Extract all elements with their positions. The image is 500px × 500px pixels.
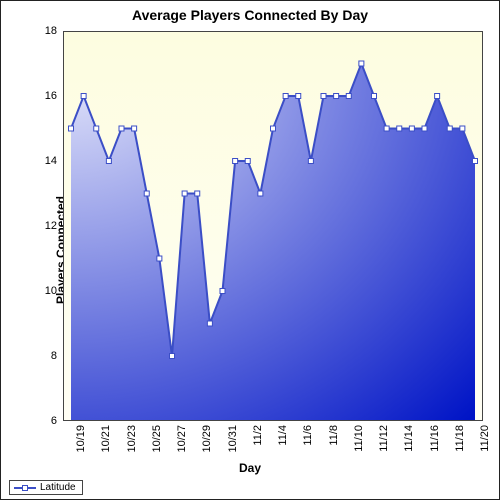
x-tick-label: 10/29	[201, 425, 213, 453]
y-tick-label: 12	[45, 220, 57, 232]
x-tick-label: 11/4	[277, 425, 289, 446]
x-tick-label: 11/8	[328, 425, 340, 446]
x-tick-label: 11/12	[378, 425, 390, 452]
x-tick-label: 10/27	[176, 425, 188, 453]
legend: Latitude	[9, 480, 83, 495]
y-tick-label: 6	[51, 415, 57, 427]
x-tick-label: 11/6	[302, 425, 314, 446]
chart-frame: Average Players Connected By Day Players…	[0, 0, 500, 500]
x-tick-label: 11/10	[353, 425, 365, 452]
y-tick-label: 16	[45, 90, 57, 102]
legend-swatch	[14, 483, 36, 493]
x-tick-label: 10/19	[75, 425, 87, 453]
x-tick-label: 11/2	[252, 425, 264, 446]
x-tick-label: 11/18	[454, 425, 466, 452]
y-tick-label: 18	[45, 25, 57, 37]
legend-label: Latitude	[40, 482, 76, 493]
y-tick-label: 8	[51, 350, 57, 362]
x-tick-label: 11/14	[403, 425, 415, 452]
y-tick-label: 10	[45, 285, 57, 297]
x-tick-label: 10/21	[100, 425, 112, 453]
x-tick-label: 11/20	[479, 425, 491, 452]
chart-title: Average Players Connected By Day	[1, 7, 499, 23]
x-tick-label: 10/23	[126, 425, 138, 453]
x-tick-label: 11/16	[429, 425, 441, 452]
plot-area	[63, 31, 483, 421]
x-axis-label: Day	[1, 461, 499, 475]
x-tick-label: 10/25	[151, 425, 163, 453]
x-tick-label: 10/31	[227, 425, 239, 453]
y-tick-label: 14	[45, 155, 57, 167]
